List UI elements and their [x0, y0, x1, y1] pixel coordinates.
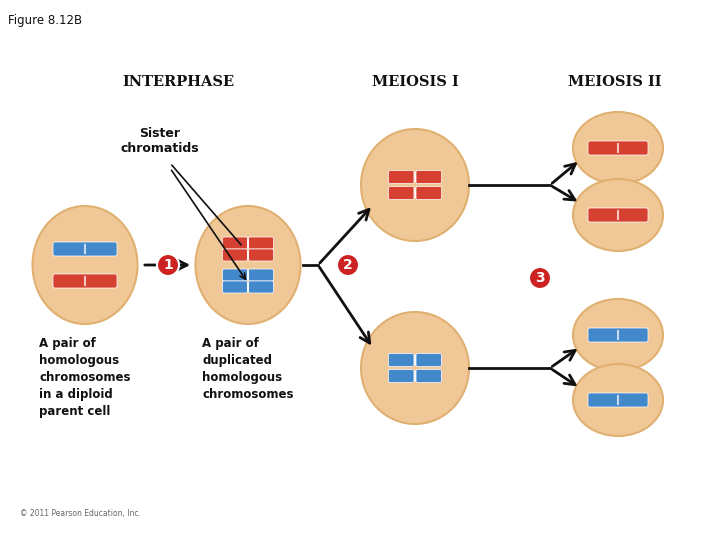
FancyBboxPatch shape [53, 274, 117, 288]
FancyBboxPatch shape [248, 249, 274, 261]
Ellipse shape [573, 364, 663, 436]
FancyBboxPatch shape [222, 249, 248, 261]
FancyBboxPatch shape [389, 186, 414, 199]
FancyBboxPatch shape [416, 354, 441, 367]
FancyBboxPatch shape [248, 281, 274, 293]
Text: MEIOSIS II: MEIOSIS II [568, 75, 662, 89]
Text: 2: 2 [343, 258, 353, 272]
FancyBboxPatch shape [588, 328, 648, 342]
FancyBboxPatch shape [248, 269, 274, 281]
Ellipse shape [361, 312, 469, 424]
FancyBboxPatch shape [588, 141, 648, 155]
Text: Figure 8.12B: Figure 8.12B [8, 14, 82, 27]
FancyBboxPatch shape [222, 269, 248, 281]
Ellipse shape [573, 299, 663, 371]
Text: A pair of
duplicated
homologous
chromosomes: A pair of duplicated homologous chromoso… [202, 337, 294, 401]
Ellipse shape [573, 179, 663, 251]
Text: A pair of
homologous
chromosomes
in a diploid
parent cell: A pair of homologous chromosomes in a di… [40, 337, 131, 418]
Ellipse shape [361, 129, 469, 241]
FancyBboxPatch shape [389, 354, 414, 367]
Ellipse shape [573, 112, 663, 184]
Text: INTERPHASE: INTERPHASE [122, 75, 234, 89]
Text: 1: 1 [163, 258, 173, 272]
Text: Sister
chromatids: Sister chromatids [121, 127, 199, 155]
FancyBboxPatch shape [222, 237, 248, 249]
FancyBboxPatch shape [53, 242, 117, 256]
FancyBboxPatch shape [222, 281, 248, 293]
Ellipse shape [32, 206, 138, 324]
Text: MEIOSIS I: MEIOSIS I [372, 75, 459, 89]
FancyBboxPatch shape [248, 237, 274, 249]
FancyBboxPatch shape [416, 171, 441, 184]
Text: © 2011 Pearson Education, Inc.: © 2011 Pearson Education, Inc. [20, 509, 141, 518]
Circle shape [529, 267, 551, 289]
Ellipse shape [196, 206, 300, 324]
Text: 3: 3 [535, 271, 545, 285]
FancyBboxPatch shape [588, 208, 648, 222]
FancyBboxPatch shape [416, 369, 441, 382]
Circle shape [337, 254, 359, 276]
FancyBboxPatch shape [389, 171, 414, 184]
FancyBboxPatch shape [588, 393, 648, 407]
Circle shape [157, 254, 179, 276]
FancyBboxPatch shape [416, 186, 441, 199]
FancyBboxPatch shape [389, 369, 414, 382]
